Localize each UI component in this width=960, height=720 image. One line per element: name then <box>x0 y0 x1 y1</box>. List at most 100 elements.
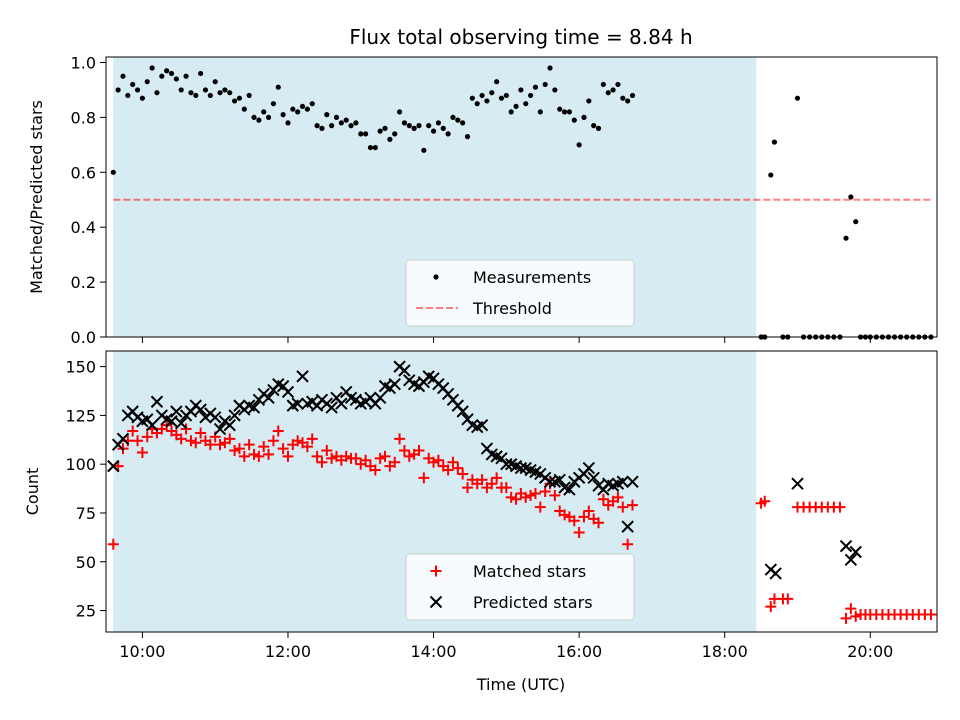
ratio-y-axis: 0.0 0.2 0.4 0.6 0.8 1.0 <box>71 53 106 347</box>
ratio-x-axis <box>141 337 871 343</box>
matched-stars-point <box>127 425 139 437</box>
matched-stars-point <box>132 435 144 447</box>
predicted-stars-point <box>587 471 600 485</box>
predicted-stars-point <box>208 411 222 424</box>
y-tick-label: 125 <box>65 406 96 425</box>
legend-box <box>405 259 635 327</box>
matched-stars-point <box>389 456 401 468</box>
matched-stars-point <box>263 448 275 460</box>
measurements-point <box>353 120 359 126</box>
measurements-point <box>469 95 475 101</box>
predicted-stars-point <box>262 391 275 405</box>
measurements-point <box>231 98 238 104</box>
y-tick-label: 0.6 <box>71 163 96 182</box>
measurements-point <box>771 139 778 145</box>
measurements-point <box>523 101 529 107</box>
count-y-axis: 25 50 75 100 125 150 <box>65 358 106 621</box>
predicted-stars-point <box>228 409 241 422</box>
matched-stars-point <box>301 441 313 453</box>
measurements-point <box>537 109 543 115</box>
matched-stars-point <box>350 452 362 464</box>
matched-stars-point <box>568 515 580 527</box>
matched-stars-point <box>559 509 571 521</box>
measurements-point <box>853 219 859 225</box>
measurements-point <box>193 92 199 99</box>
measurements-point <box>236 95 243 101</box>
measurements-point <box>401 120 408 126</box>
legend-marker <box>433 274 439 280</box>
matched-stars-point <box>462 482 474 494</box>
measurements-point <box>586 98 592 104</box>
predicted-stars-point <box>543 475 557 488</box>
measurements-point <box>620 95 626 101</box>
matched-stars-point <box>782 593 794 605</box>
y-tick-label: 50 <box>76 553 96 572</box>
matched-stars-point <box>622 538 634 550</box>
predicted-stars-point <box>839 539 853 553</box>
predicted-stars-point <box>291 397 304 410</box>
measurements-point <box>542 81 548 88</box>
matched-stars-point <box>529 487 541 499</box>
measurements-point <box>435 120 441 126</box>
matched-stars-point <box>136 446 148 458</box>
measurements-point <box>265 114 272 120</box>
measurements-point <box>547 65 553 71</box>
matched-stars-point <box>311 450 323 462</box>
ratio-panel: 0.0 0.2 0.4 0.6 0.8 1.0 Matched/Predicted sta… <box>27 53 938 347</box>
legend-marker <box>430 565 442 577</box>
measurements-point <box>426 123 432 129</box>
measurements-point <box>115 87 121 93</box>
measurements-point <box>164 68 170 74</box>
measurements-point <box>411 125 417 131</box>
measurements-point <box>532 84 539 90</box>
matched-stars-point <box>224 433 236 445</box>
measurements-point <box>154 90 160 96</box>
predicted-stars-point <box>296 370 309 383</box>
measurements-point <box>217 90 223 96</box>
predicted-stars-point <box>626 475 639 488</box>
count-legend: Matched stars Predicted stars <box>405 553 635 621</box>
measurements-point <box>460 120 466 126</box>
measurements-point <box>144 79 150 85</box>
measurements-point <box>848 194 854 200</box>
measurements-point <box>125 92 131 99</box>
matched-stars-point <box>573 526 585 538</box>
predicted-stars-point <box>563 483 576 496</box>
measurements-point <box>421 147 427 153</box>
y-tick-label: 25 <box>76 602 96 621</box>
measurements-point <box>489 90 495 96</box>
measurements-point <box>474 101 480 107</box>
matched-stars-point <box>229 445 241 457</box>
matched-stars-point <box>403 450 415 462</box>
matched-stars-point <box>272 425 284 437</box>
measurements-point <box>595 125 602 131</box>
ratio-legend: Measurements Threshold <box>405 259 635 327</box>
measurements-point <box>270 101 277 107</box>
matched-stars-point <box>282 450 294 462</box>
measurements-point <box>251 114 257 120</box>
matched-stars-point <box>432 454 444 466</box>
matched-stars-point <box>925 608 937 620</box>
matched-stars-point <box>850 610 862 622</box>
measurements-point <box>319 125 325 131</box>
measurements-point <box>314 123 320 129</box>
matched-stars-point <box>379 450 391 462</box>
measurements-point <box>625 98 631 104</box>
x-tick-label: 12:00 <box>265 642 311 661</box>
matched-stars-point <box>428 456 440 468</box>
measurements-point <box>183 73 189 79</box>
measurements-point <box>120 73 126 79</box>
predicted-stars-point <box>150 395 164 408</box>
y-tick-label: 75 <box>76 504 96 523</box>
measurements-point <box>484 98 490 104</box>
measurements-point <box>377 128 383 134</box>
matched-stars-point <box>534 501 546 513</box>
measurements-point <box>445 131 451 137</box>
measurements-point <box>440 125 446 131</box>
y-tick-label: 0.4 <box>71 218 96 237</box>
measurements-point <box>130 81 136 88</box>
predicted-stars-point <box>500 457 513 471</box>
predicted-stars-point <box>213 422 227 436</box>
matched-stars-point <box>195 427 207 439</box>
measurements-point <box>561 109 568 115</box>
